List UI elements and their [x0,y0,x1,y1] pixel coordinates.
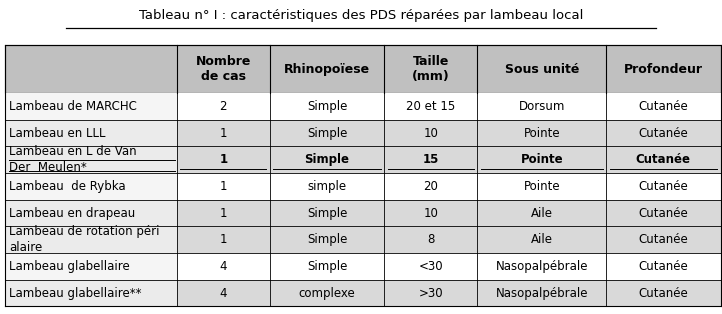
Text: Simple: Simple [307,233,347,246]
Bar [5,226,177,253]
Text: Nombre
de cas: Nombre de cas [196,55,251,83]
Bar [5,173,721,200]
Text: 1: 1 [219,233,227,246]
Bar [5,280,177,306]
Text: Pointe: Pointe [521,153,563,166]
Bar [5,280,721,306]
Text: Aile: Aile [531,233,553,246]
Text: Pointe: Pointe [523,127,560,140]
Text: 1: 1 [219,207,227,219]
Text: Lambeau en L de Van
Der  Meulen*: Lambeau en L de Van Der Meulen* [9,145,137,174]
Text: Cutanée: Cutanée [638,260,688,273]
Text: Cutanée: Cutanée [638,127,688,140]
Text: 20: 20 [423,180,438,193]
Bar [5,120,177,147]
Bar [5,147,177,173]
Text: Nasopalpébrale: Nasopalpébrale [495,287,588,300]
Text: Cutanée: Cutanée [638,207,688,219]
Text: Lambeau de MARCHC: Lambeau de MARCHC [9,100,137,113]
Text: Simple: Simple [307,100,347,113]
Text: 1: 1 [219,153,227,166]
Text: 4: 4 [219,260,227,273]
Text: Lambeau en LLL: Lambeau en LLL [9,127,106,140]
Text: simple: simple [308,180,347,193]
Text: Tableau n° I : caractéristiques des PDS réparées par lambeau local: Tableau n° I : caractéristiques des PDS … [139,9,583,22]
Text: Rhinopoïese: Rhinopoïese [284,62,370,76]
Text: Lambeau  de Rybka: Lambeau de Rybka [9,180,126,193]
Text: Profondeur: Profondeur [624,62,703,76]
Text: 20 et 15: 20 et 15 [406,100,456,113]
Text: <30: <30 [419,260,443,273]
Text: Simple: Simple [305,153,349,166]
Text: Sous unité: Sous unité [505,62,579,76]
Bar [5,147,721,173]
Text: 8: 8 [427,233,435,246]
Bar [5,93,721,120]
Bar [5,253,721,280]
Text: 10: 10 [423,127,438,140]
Text: Cutanée: Cutanée [638,180,688,193]
Text: >30: >30 [419,287,443,300]
Text: Cutanée: Cutanée [638,100,688,113]
Text: 10: 10 [423,207,438,219]
Text: complexe: complexe [299,287,355,300]
Text: Taille
(mm): Taille (mm) [412,55,450,83]
Bar [5,45,721,93]
Bar [5,173,177,200]
Text: Nasopalpébrale: Nasopalpébrale [495,260,588,273]
Bar [5,120,721,147]
Text: Dorsum: Dorsum [518,100,565,113]
Bar [5,226,721,253]
Text: Aile: Aile [531,207,553,219]
Text: 1: 1 [219,180,227,193]
Bar [5,200,721,226]
Text: Cutanée: Cutanée [638,287,688,300]
Text: 2: 2 [219,100,227,113]
Text: 1: 1 [219,127,227,140]
Text: Lambeau glabellaire**: Lambeau glabellaire** [9,287,142,300]
Text: Simple: Simple [307,127,347,140]
Text: Cutanée: Cutanée [636,153,691,166]
Bar [5,253,177,280]
Text: Simple: Simple [307,207,347,219]
Text: Lambeau en drapeau: Lambeau en drapeau [9,207,136,219]
Bar [5,200,177,226]
Text: Lambeau de rotation péri
alaire: Lambeau de rotation péri alaire [9,225,160,254]
Text: Cutanée: Cutanée [638,233,688,246]
Text: Pointe: Pointe [523,180,560,193]
Bar [5,93,177,120]
Text: Simple: Simple [307,260,347,273]
Text: 15: 15 [422,153,439,166]
Text: 4: 4 [219,287,227,300]
Text: Lambeau glabellaire: Lambeau glabellaire [9,260,130,273]
